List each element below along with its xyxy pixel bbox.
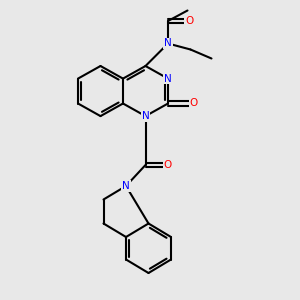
- Text: N: N: [122, 181, 130, 191]
- Text: N: N: [142, 111, 149, 121]
- Text: O: O: [185, 16, 193, 26]
- Text: N: N: [164, 74, 172, 84]
- Text: N: N: [164, 38, 172, 49]
- Text: O: O: [189, 98, 198, 109]
- Text: O: O: [164, 160, 172, 170]
